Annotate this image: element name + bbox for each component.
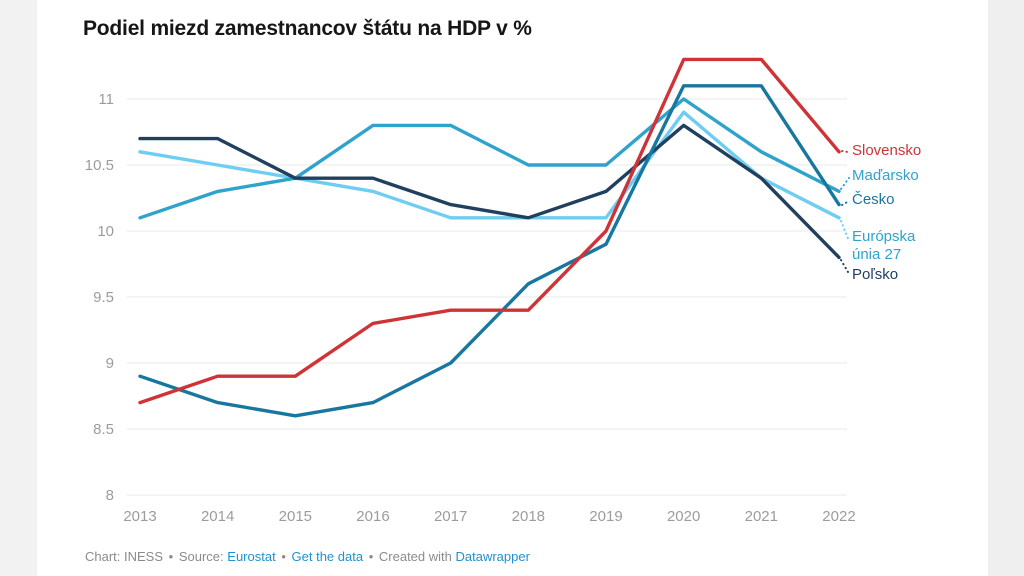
legend-leader-1: [840, 177, 850, 190]
footer-tool-link[interactable]: Datawrapper: [455, 549, 530, 564]
series-line-1: [138, 97, 841, 220]
series-line-3: [138, 110, 841, 220]
legend-leader-3: [840, 220, 850, 242]
footer-bullet: •: [168, 549, 174, 564]
footer-bullet: •: [281, 549, 286, 564]
x-tick-label-2013: 2013: [123, 508, 156, 525]
y-tick-label-8: 8: [106, 487, 114, 504]
x-tick-label-2021: 2021: [745, 508, 778, 525]
legend-label-polsko: Poľsko: [852, 266, 899, 283]
x-tick-label-2015: 2015: [279, 508, 312, 525]
legend-label-madarsko: Maďarsko: [852, 167, 919, 184]
legend-label-europska-unia-27: Európska únia 27: [852, 228, 916, 263]
left-margin-strip: [0, 0, 37, 576]
x-tick-label-2017: 2017: [434, 508, 467, 525]
y-tick-label-10.5: 10.5: [85, 157, 114, 174]
legend-leader-2: [841, 200, 850, 206]
x-tick-label-2016: 2016: [356, 508, 389, 525]
y-tick-label-11: 11: [98, 91, 114, 108]
series-line-2: [138, 84, 841, 418]
footer-get-data-link[interactable]: Get the data: [291, 549, 364, 564]
x-tick-label-2020: 2020: [667, 508, 700, 525]
footer-bullet: •: [368, 549, 374, 564]
chart-footer: Chart: INESS • Source: Eurostat • Get th…: [85, 549, 945, 564]
x-tick-label-2022: 2022: [822, 508, 855, 525]
footer-credit: Chart: INESS: [85, 549, 164, 564]
footer-created-label: Created with: [378, 549, 452, 564]
legend-leader-0: [841, 150, 849, 153]
x-tick-label-2019: 2019: [589, 508, 622, 525]
x-tick-label-2014: 2014: [201, 508, 234, 525]
y-tick-label-9.5: 9.5: [93, 289, 114, 306]
legend-leader-4: [840, 259, 849, 273]
y-tick-label-9: 9: [106, 355, 114, 372]
y-tick-label-10: 10: [97, 223, 114, 240]
legend-label-slovensko: Slovensko: [852, 142, 922, 159]
right-margin-strip: [988, 0, 1024, 576]
chart-title: Podiel miezd zamestnancov štátu na HDP v…: [83, 17, 532, 41]
y-tick-label-8.5: 8.5: [93, 421, 114, 438]
footer-source-label: Source:: [178, 549, 224, 564]
footer-source-link[interactable]: Eurostat: [227, 549, 276, 564]
legend-label-cesko: Česko: [852, 191, 895, 208]
series-line-0: [138, 57, 841, 405]
series-line-4: [138, 123, 841, 260]
x-tick-label-2018: 2018: [512, 508, 545, 525]
